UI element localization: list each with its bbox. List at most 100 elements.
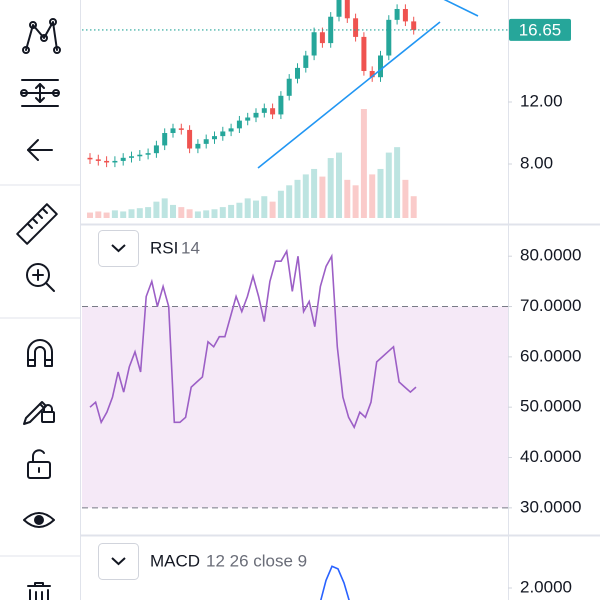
candle-body [303, 55, 309, 68]
lock-tool[interactable] [27, 449, 51, 479]
volume-bar [352, 185, 359, 218]
candle-body [220, 131, 226, 137]
indicator-params: 12 26 close 9 [206, 551, 307, 570]
delete-tool[interactable] [27, 582, 51, 600]
candle-body [129, 156, 134, 158]
volume-bar [153, 201, 160, 218]
candle-body [178, 128, 184, 130]
volume-bar [95, 211, 102, 218]
trend-line[interactable] [425, 0, 479, 17]
volume-bar [410, 196, 417, 218]
volume-bar [120, 211, 127, 218]
candle-body [411, 21, 417, 30]
y-tick-label: 12.00 [520, 91, 563, 110]
volume-layer [87, 109, 417, 218]
macd-pane [320, 565, 350, 600]
collapse-button[interactable] [98, 230, 139, 267]
candle-body [212, 136, 217, 140]
volume-bar [211, 209, 218, 218]
candle-body [104, 160, 110, 163]
magnet-tool[interactable] [27, 339, 53, 367]
y-tick-label: 70.0000 [520, 296, 581, 315]
fib-tool[interactable] [20, 79, 60, 107]
volume-bar [336, 152, 342, 218]
volume-bar [394, 147, 401, 218]
toolbar [0, 0, 81, 600]
visibility-tool[interactable] [23, 512, 55, 528]
y-tick-label: 40.0000 [520, 447, 581, 466]
rsi-band [82, 306, 508, 508]
candle-body [286, 78, 292, 96]
trend-line[interactable] [257, 21, 441, 169]
volume-bar [369, 174, 376, 218]
volume-bar [145, 207, 152, 218]
candle-body [112, 160, 118, 163]
candle-body [270, 108, 276, 115]
volume-bar [294, 179, 301, 218]
candle-body [145, 153, 151, 155]
candle-body [361, 36, 367, 72]
volume-bar [302, 174, 309, 218]
volume-bar [269, 201, 276, 218]
volume-bar [344, 179, 351, 218]
ruler-tool[interactable] [16, 203, 58, 245]
volume-bar [402, 179, 409, 218]
volume-bar [219, 207, 226, 218]
patterns-tool[interactable] [22, 18, 61, 54]
volume-bar [87, 212, 93, 218]
indicator-title: MACD [150, 551, 200, 570]
macd-axis: 2.0000 [508, 577, 572, 596]
y-tick-label: 60.0000 [520, 346, 581, 365]
candle-body [311, 32, 317, 56]
zoom-tool[interactable] [26, 263, 55, 292]
chevron [111, 244, 126, 253]
indicator-line [320, 565, 350, 600]
volume-bar [186, 209, 193, 218]
volume-bar [277, 190, 284, 218]
volume-bar [161, 198, 168, 218]
chevron [111, 557, 126, 566]
indicator-title: RSI [150, 238, 178, 257]
volume-bar [136, 208, 143, 218]
volume-bar [111, 210, 118, 218]
volume-bar [385, 152, 392, 218]
y-tick-label: 50.0000 [520, 397, 581, 416]
indicator-params: 14 [181, 238, 200, 257]
rsi-legend: RSI 14 [98, 230, 200, 267]
candle-body [369, 71, 375, 78]
lock-drawing-tool[interactable] [23, 401, 55, 425]
back-tool[interactable] [27, 139, 53, 161]
candle-body [394, 8, 400, 20]
indicator-line [89, 248, 417, 430]
volume-bar [311, 168, 318, 218]
volume-bar [253, 200, 259, 218]
candle-body [137, 154, 143, 157]
volume-bar [377, 168, 384, 218]
volume-bar [319, 176, 326, 218]
volume-bar [103, 212, 110, 218]
candle-body [170, 128, 176, 134]
candle-body [344, 0, 350, 19]
volume-bar [360, 109, 367, 218]
volume-bar [203, 210, 210, 218]
candle-body [228, 128, 234, 132]
volume-bar [261, 196, 268, 218]
volume-bar [327, 158, 334, 218]
candle-body [253, 112, 259, 118]
candle-body [378, 55, 383, 78]
volume-bar [128, 209, 135, 218]
candle-body [195, 143, 201, 149]
candle-body [261, 108, 267, 113]
candle-body [245, 117, 251, 121]
candle-body [162, 133, 168, 146]
candle-body [336, 0, 342, 17]
candle-body [120, 157, 126, 161]
volume-bar [244, 198, 251, 218]
y-tick-label: 80.0000 [520, 246, 581, 265]
candle-body [203, 139, 209, 144]
candle-body [386, 19, 392, 56]
volume-bar [194, 211, 201, 218]
collapse-button[interactable] [98, 543, 139, 580]
candle-body [187, 129, 193, 149]
candle-layer [87, 0, 417, 168]
